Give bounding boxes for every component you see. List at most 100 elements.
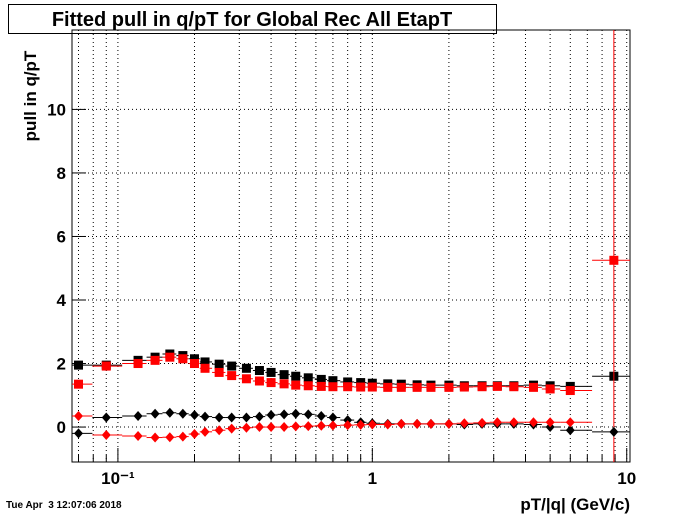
y-tick-label: 4 [57, 291, 67, 310]
marker [74, 410, 84, 421]
marker [367, 382, 377, 392]
marker [444, 418, 454, 429]
marker [291, 371, 301, 381]
marker [133, 359, 143, 369]
marker [609, 426, 619, 437]
marker [241, 412, 251, 423]
marker [412, 382, 422, 392]
marker [254, 411, 264, 422]
x-tick-label: 10 [617, 469, 636, 488]
marker [74, 379, 84, 389]
marker [492, 417, 502, 428]
marker [279, 422, 289, 433]
marker [266, 367, 276, 377]
marker [165, 432, 175, 443]
marker [101, 361, 111, 371]
marker [178, 354, 188, 364]
marker [343, 382, 353, 392]
marker [444, 382, 454, 392]
marker [227, 412, 237, 423]
marker [509, 417, 519, 428]
marker [200, 426, 210, 437]
marker [279, 370, 289, 380]
marker [241, 363, 251, 373]
marker [459, 418, 469, 429]
marker [227, 423, 237, 434]
marker [241, 422, 251, 433]
timestamp: Tue Apr 3 12:07:06 2018 [6, 500, 122, 511]
marker [165, 407, 175, 418]
title-box [8, 4, 497, 34]
marker [133, 410, 143, 421]
marker [214, 412, 224, 423]
marker [150, 355, 160, 365]
marker [133, 430, 143, 441]
y-tick-label: 2 [57, 355, 66, 374]
marker [189, 409, 199, 420]
marker [528, 382, 538, 392]
marker [200, 363, 210, 373]
marker [343, 377, 353, 387]
marker [328, 382, 338, 392]
marker [316, 381, 326, 391]
x-tick-label: 1 [368, 469, 377, 488]
y-tick-label: 10 [47, 100, 66, 119]
marker [291, 408, 301, 419]
marker [396, 418, 406, 429]
marker [412, 418, 422, 429]
marker [214, 359, 224, 369]
marker [227, 361, 237, 371]
marker [178, 431, 188, 442]
marker [426, 418, 436, 429]
marker [266, 422, 276, 433]
marker [328, 420, 338, 431]
marker [150, 432, 160, 443]
marker [316, 410, 326, 421]
marker [254, 422, 264, 433]
marker [266, 409, 276, 420]
marker [367, 419, 377, 430]
marker [303, 409, 313, 420]
marker [426, 382, 436, 392]
marker [214, 425, 224, 436]
marker [178, 408, 188, 419]
marker [565, 425, 575, 436]
marker [189, 354, 199, 364]
marker [214, 367, 224, 377]
marker [266, 378, 276, 388]
marker [254, 376, 264, 386]
marker [328, 412, 338, 423]
marker [200, 357, 210, 367]
marker [101, 430, 111, 440]
marker [74, 428, 84, 439]
marker [165, 352, 175, 362]
marker [254, 366, 264, 376]
marker [316, 374, 326, 384]
marker [150, 408, 160, 419]
marker [528, 417, 538, 428]
marker [396, 382, 406, 392]
marker [492, 381, 502, 391]
y-axis-label: pull in q/pT [21, 50, 40, 141]
marker [303, 381, 313, 391]
marker [356, 382, 366, 392]
marker [565, 417, 575, 428]
marker [459, 382, 469, 392]
marker [545, 384, 555, 394]
marker [303, 373, 313, 383]
marker [189, 359, 199, 369]
marker [279, 379, 289, 389]
marker [383, 419, 393, 430]
x-axis-label: pT/|q| (GeV/c) [520, 495, 630, 514]
marker [328, 376, 338, 386]
marker [303, 421, 313, 432]
marker [316, 420, 326, 431]
marker [509, 382, 519, 392]
marker [279, 409, 289, 420]
marker [291, 380, 301, 390]
y-tick-label: 8 [57, 164, 66, 183]
marker [101, 412, 111, 423]
marker [200, 411, 210, 422]
marker [189, 429, 199, 440]
marker [477, 417, 487, 428]
